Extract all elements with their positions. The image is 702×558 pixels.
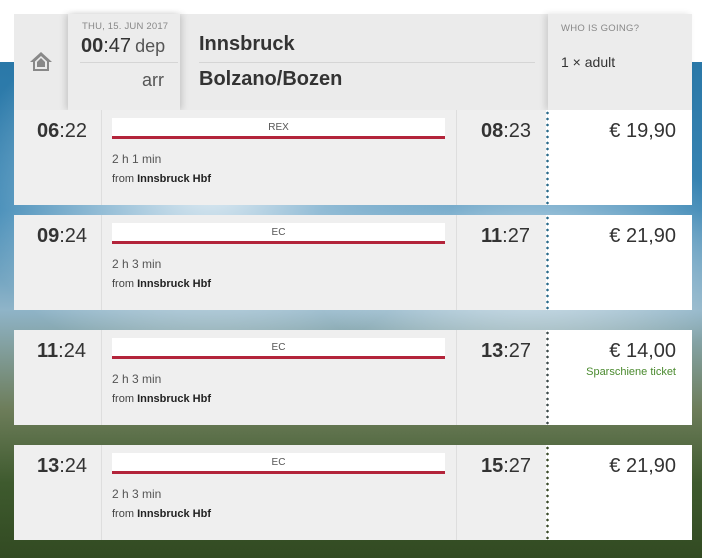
connection-row[interactable]: 09:24 EC 2 h 3 min from Innsbruck Hbf 11…	[14, 215, 692, 310]
datetime-selector[interactable]: THU, 15. JUN 2017 00:47 dep arr	[68, 14, 180, 110]
origin-station: from Innsbruck Hbf	[112, 508, 212, 520]
departure-cell: 11:24	[14, 330, 102, 425]
home-icon	[30, 52, 52, 71]
dep-label: dep	[135, 36, 166, 56]
dep-minute: :22	[59, 120, 88, 142]
arr-hour: 15	[481, 455, 504, 477]
passenger-selector[interactable]: WHO IS GOING? 1 × adult	[548, 14, 692, 110]
dep-minute: :24	[59, 225, 88, 247]
departure-cell: 09:24	[14, 215, 102, 310]
dotted-separator	[546, 110, 549, 205]
price-cell[interactable]: € 19,90	[546, 110, 692, 205]
arrival-cell: 08:23	[456, 110, 546, 205]
dep-minute: :24	[58, 340, 86, 362]
arr-hour: 11	[481, 225, 503, 247]
departure-cell: 13:24	[14, 445, 102, 540]
origin-station: from Innsbruck Hbf	[112, 393, 212, 405]
journey-info: EC 2 h 3 min from Innsbruck Hbf	[102, 445, 456, 540]
connection-row[interactable]: 06:22 REX 2 h 1 min from Innsbruck Hbf 0…	[14, 110, 692, 205]
arr-hour: 08	[481, 120, 504, 142]
dotted-separator	[546, 215, 549, 310]
connection-row[interactable]: 11:24 EC 2 h 3 min from Innsbruck Hbf 13…	[14, 330, 692, 425]
duration: 2 h 1 min	[112, 152, 162, 166]
arr-hour: 13	[481, 340, 504, 362]
journey-info: EC 2 h 3 min from Innsbruck Hbf	[102, 330, 456, 425]
price-cell[interactable]: € 21,90	[546, 215, 692, 310]
departure-time[interactable]: 00:47 dep	[81, 35, 165, 58]
duration: 2 h 3 min	[112, 257, 162, 271]
passenger-value: 1 × adult	[561, 54, 616, 70]
divider	[80, 62, 178, 63]
station-fields: Innsbruck Bolzano/Bozen	[180, 14, 548, 110]
arr-minute: :27	[503, 340, 532, 362]
fare-note: Sparschiene ticket	[586, 366, 676, 378]
departure-cell: 06:22	[14, 110, 102, 205]
price: € 19,90	[609, 120, 676, 142]
train-product: REX	[112, 118, 445, 139]
search-header: THU, 15. JUN 2017 00:47 dep arr Innsbruck…	[14, 14, 692, 110]
origin-station: from Innsbruck Hbf	[112, 173, 212, 185]
arrival-cell: 11:27	[456, 215, 546, 310]
passenger-label: WHO IS GOING?	[561, 23, 640, 34]
arrival-cell: 13:27	[456, 330, 546, 425]
travel-date: THU, 15. JUN 2017	[82, 21, 169, 32]
dep-minute: :47	[103, 35, 132, 57]
journey-info: REX 2 h 1 min from Innsbruck Hbf	[102, 110, 456, 205]
from-station-field[interactable]: Innsbruck	[199, 33, 295, 55]
dep-hour: 09	[37, 225, 60, 247]
price: € 21,90	[609, 455, 676, 477]
arr-minute: :27	[503, 455, 532, 477]
arrival-toggle[interactable]: arr	[142, 70, 164, 90]
dep-hour: 00	[81, 35, 104, 57]
dep-hour: 11	[37, 340, 59, 362]
origin-station: from Innsbruck Hbf	[112, 278, 212, 290]
dotted-separator	[546, 330, 549, 425]
price-cell[interactable]: € 14,00 Sparschiene ticket	[546, 330, 692, 425]
dotted-separator	[546, 445, 549, 540]
to-station-field[interactable]: Bolzano/Bozen	[199, 68, 343, 90]
price-cell[interactable]: € 21,90	[546, 445, 692, 540]
price: € 14,00	[609, 340, 676, 362]
train-product: EC	[112, 453, 445, 474]
home-button[interactable]	[14, 14, 68, 110]
price: € 21,90	[609, 225, 676, 247]
train-product: EC	[112, 223, 445, 244]
arr-minute: :23	[503, 120, 532, 142]
train-product: EC	[112, 338, 445, 359]
dep-hour: 06	[37, 120, 60, 142]
connection-row[interactable]: 13:24 EC 2 h 3 min from Innsbruck Hbf 15…	[14, 445, 692, 540]
duration: 2 h 3 min	[112, 372, 162, 386]
dep-hour: 13	[37, 455, 60, 477]
arr-minute: :27	[502, 225, 530, 247]
divider	[199, 62, 535, 63]
journey-info: EC 2 h 3 min from Innsbruck Hbf	[102, 215, 456, 310]
dep-minute: :24	[59, 455, 88, 477]
duration: 2 h 3 min	[112, 487, 162, 501]
arrival-cell: 15:27	[456, 445, 546, 540]
